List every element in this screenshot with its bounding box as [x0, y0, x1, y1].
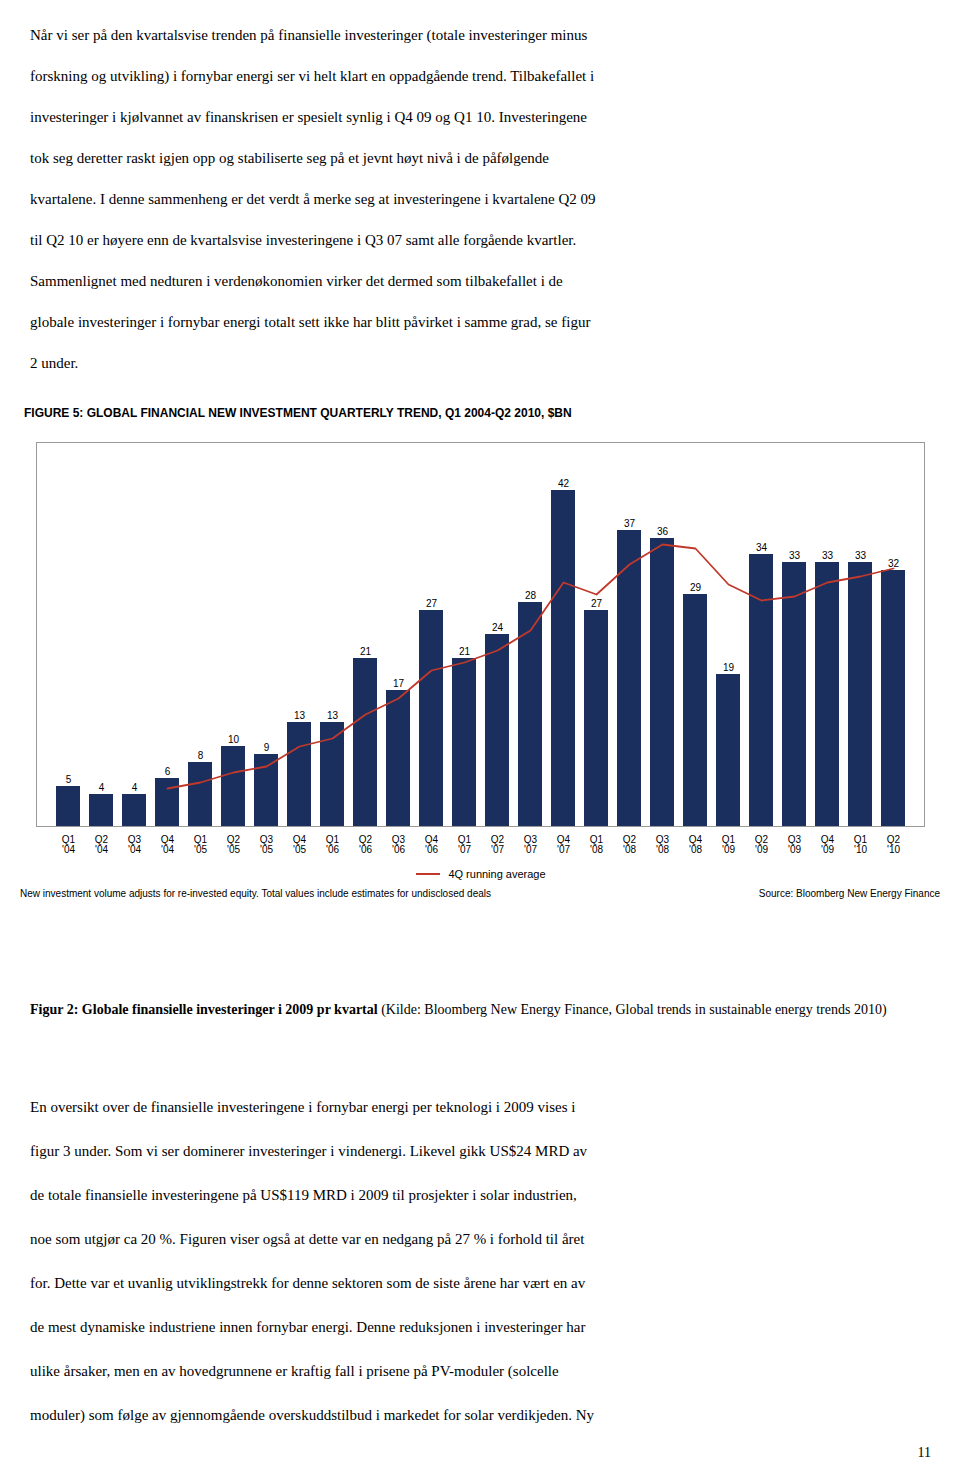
html-text:figur 3 under. Som vi ser domi: figur 3 under. Som vi ser dominerer inve… — [30, 1143, 588, 1159]
svg-text:Q4'04: Q4'04 — [161, 834, 175, 855]
svg-text:13: 13 — [327, 710, 339, 721]
html-text:forskning og utvikling) i forn: forskning og utvikling) i fornybar energ… — [30, 68, 595, 84]
svg-text:13: 13 — [294, 710, 306, 721]
html-text:4Q running average: 4Q running average — [448, 868, 546, 880]
html-text:FIGURE 5: GLOBAL FINANCIAL NEW: FIGURE 5: GLOBAL FINANCIAL NEW INVESTMEN… — [24, 406, 572, 420]
html-text:investeringer i kjølvannet av: investeringer i kjølvannet av finanskris… — [30, 109, 587, 125]
svg-text:Q3'08: Q3'08 — [656, 834, 670, 855]
html-text:Source: Bloomberg New Energy F: Source: Bloomberg New Energy Finance — [758, 888, 940, 899]
svg-text:Q3'05: Q3'05 — [260, 834, 274, 855]
svg-text:Q4'06: Q4'06 — [425, 834, 439, 855]
svg-text:6: 6 — [165, 766, 171, 777]
svg-text:8: 8 — [198, 750, 204, 761]
svg-text:Q3'04: Q3'04 — [128, 834, 142, 855]
svg-text:21: 21 — [459, 646, 471, 657]
svg-text:Q1'08: Q1'08 — [590, 834, 604, 855]
svg-text:10: 10 — [228, 734, 240, 745]
html-text:2 under.: 2 under. — [30, 355, 79, 371]
svg-text:Q2'08: Q2'08 — [623, 834, 637, 855]
svg-text:Q4'09: Q4'09 — [821, 834, 835, 855]
svg-text:33: 33 — [822, 550, 834, 561]
svg-text:Q4'08: Q4'08 — [689, 834, 703, 855]
svg-text:27: 27 — [591, 598, 603, 609]
svg-text:Q4'05: Q4'05 — [293, 834, 307, 855]
html-text:globale investeringer i fornyb: globale investeringer i fornybar energi … — [30, 314, 591, 330]
svg-text:5: 5 — [66, 774, 72, 785]
svg-text:28: 28 — [525, 590, 537, 601]
html-text:kvartalene. I denne sammenheng: kvartalene. I denne sammenheng er det ve… — [30, 191, 596, 207]
svg-text:Q1'10: Q1'10 — [854, 834, 868, 855]
svg-text:24: 24 — [492, 622, 504, 633]
svg-text:27: 27 — [426, 598, 438, 609]
svg-text:Q3'09: Q3'09 — [788, 834, 802, 855]
svg-text:32: 32 — [888, 558, 900, 569]
svg-text:Q2'04: Q2'04 — [95, 834, 109, 855]
svg-text:Q1'05: Q1'05 — [194, 834, 208, 855]
svg-text:Q2'06: Q2'06 — [359, 834, 373, 855]
svg-text:Q1'04: Q1'04 — [62, 834, 76, 855]
html-text:noe som utgjør ca 20 %. Figure: noe som utgjør ca 20 %. Figuren viser og… — [30, 1231, 585, 1247]
svg-text:42: 42 — [558, 478, 570, 489]
svg-text:Q2'10: Q2'10 — [887, 834, 901, 855]
svg-text:34: 34 — [756, 542, 768, 553]
svg-text:Q1'07: Q1'07 — [458, 834, 472, 855]
svg-text:29: 29 — [690, 582, 702, 593]
html-text:Sammenlignet med nedturen i ve: Sammenlignet med nedturen i verdenøkonom… — [30, 273, 563, 289]
svg-text:9: 9 — [264, 742, 270, 753]
svg-text:17: 17 — [393, 678, 405, 689]
svg-text:33: 33 — [789, 550, 801, 561]
svg-text:Q3'07: Q3'07 — [524, 834, 538, 855]
svg-text:36: 36 — [657, 526, 669, 537]
svg-text:Q3'06: Q3'06 — [392, 834, 406, 855]
html-text:11: 11 — [917, 1445, 931, 1460]
html-text:Figur 2: Globale finansielle i: Figur 2: Globale finansielle investering… — [30, 1002, 887, 1017]
html-text:tok seg deretter raskt igjen o: tok seg deretter raskt igjen opp og stab… — [30, 150, 549, 166]
svg-text:21: 21 — [360, 646, 372, 657]
html-text:de mest dynamiske industriene: de mest dynamiske industriene innen forn… — [30, 1319, 586, 1335]
html-text:New investment volume adjusts: New investment volume adjusts for re-inv… — [20, 888, 491, 899]
svg-text:19: 19 — [723, 662, 735, 673]
svg-text:33: 33 — [855, 550, 867, 561]
svg-text:Q1'06: Q1'06 — [326, 834, 340, 855]
html-text:for. Dette var et uvanlig utvi: for. Dette var et uvanlig utviklingstrek… — [30, 1275, 586, 1291]
html-text:ulike årsaker, men en av hoved: ulike årsaker, men en av hovedgrunnene e… — [30, 1363, 559, 1379]
svg-text:Q1'09: Q1'09 — [722, 834, 736, 855]
svg-text:Q2'05: Q2'05 — [227, 834, 241, 855]
svg-text:37: 37 — [624, 518, 636, 529]
html-text:til Q2 10 er høyere enn de kva: til Q2 10 er høyere enn de kvartalsvise … — [30, 232, 577, 248]
svg-text:4: 4 — [132, 782, 138, 793]
svg-text:Q2'09: Q2'09 — [755, 834, 769, 855]
html-text:En oversikt over de finansiell: En oversikt over de finansielle invester… — [30, 1099, 576, 1115]
html-text:moduler) som følge av gjennomg: moduler) som følge av gjennomgående over… — [30, 1407, 594, 1423]
svg-text:4: 4 — [99, 782, 105, 793]
html-text:de totale finansielle invester: de totale finansielle investeringene på … — [30, 1187, 577, 1203]
html-text:Når vi ser på den kvartalsvise: Når vi ser på den kvartalsvise trenden p… — [30, 27, 588, 43]
svg-text:Q2'07: Q2'07 — [491, 834, 505, 855]
svg-text:Q4'07: Q4'07 — [557, 834, 571, 855]
